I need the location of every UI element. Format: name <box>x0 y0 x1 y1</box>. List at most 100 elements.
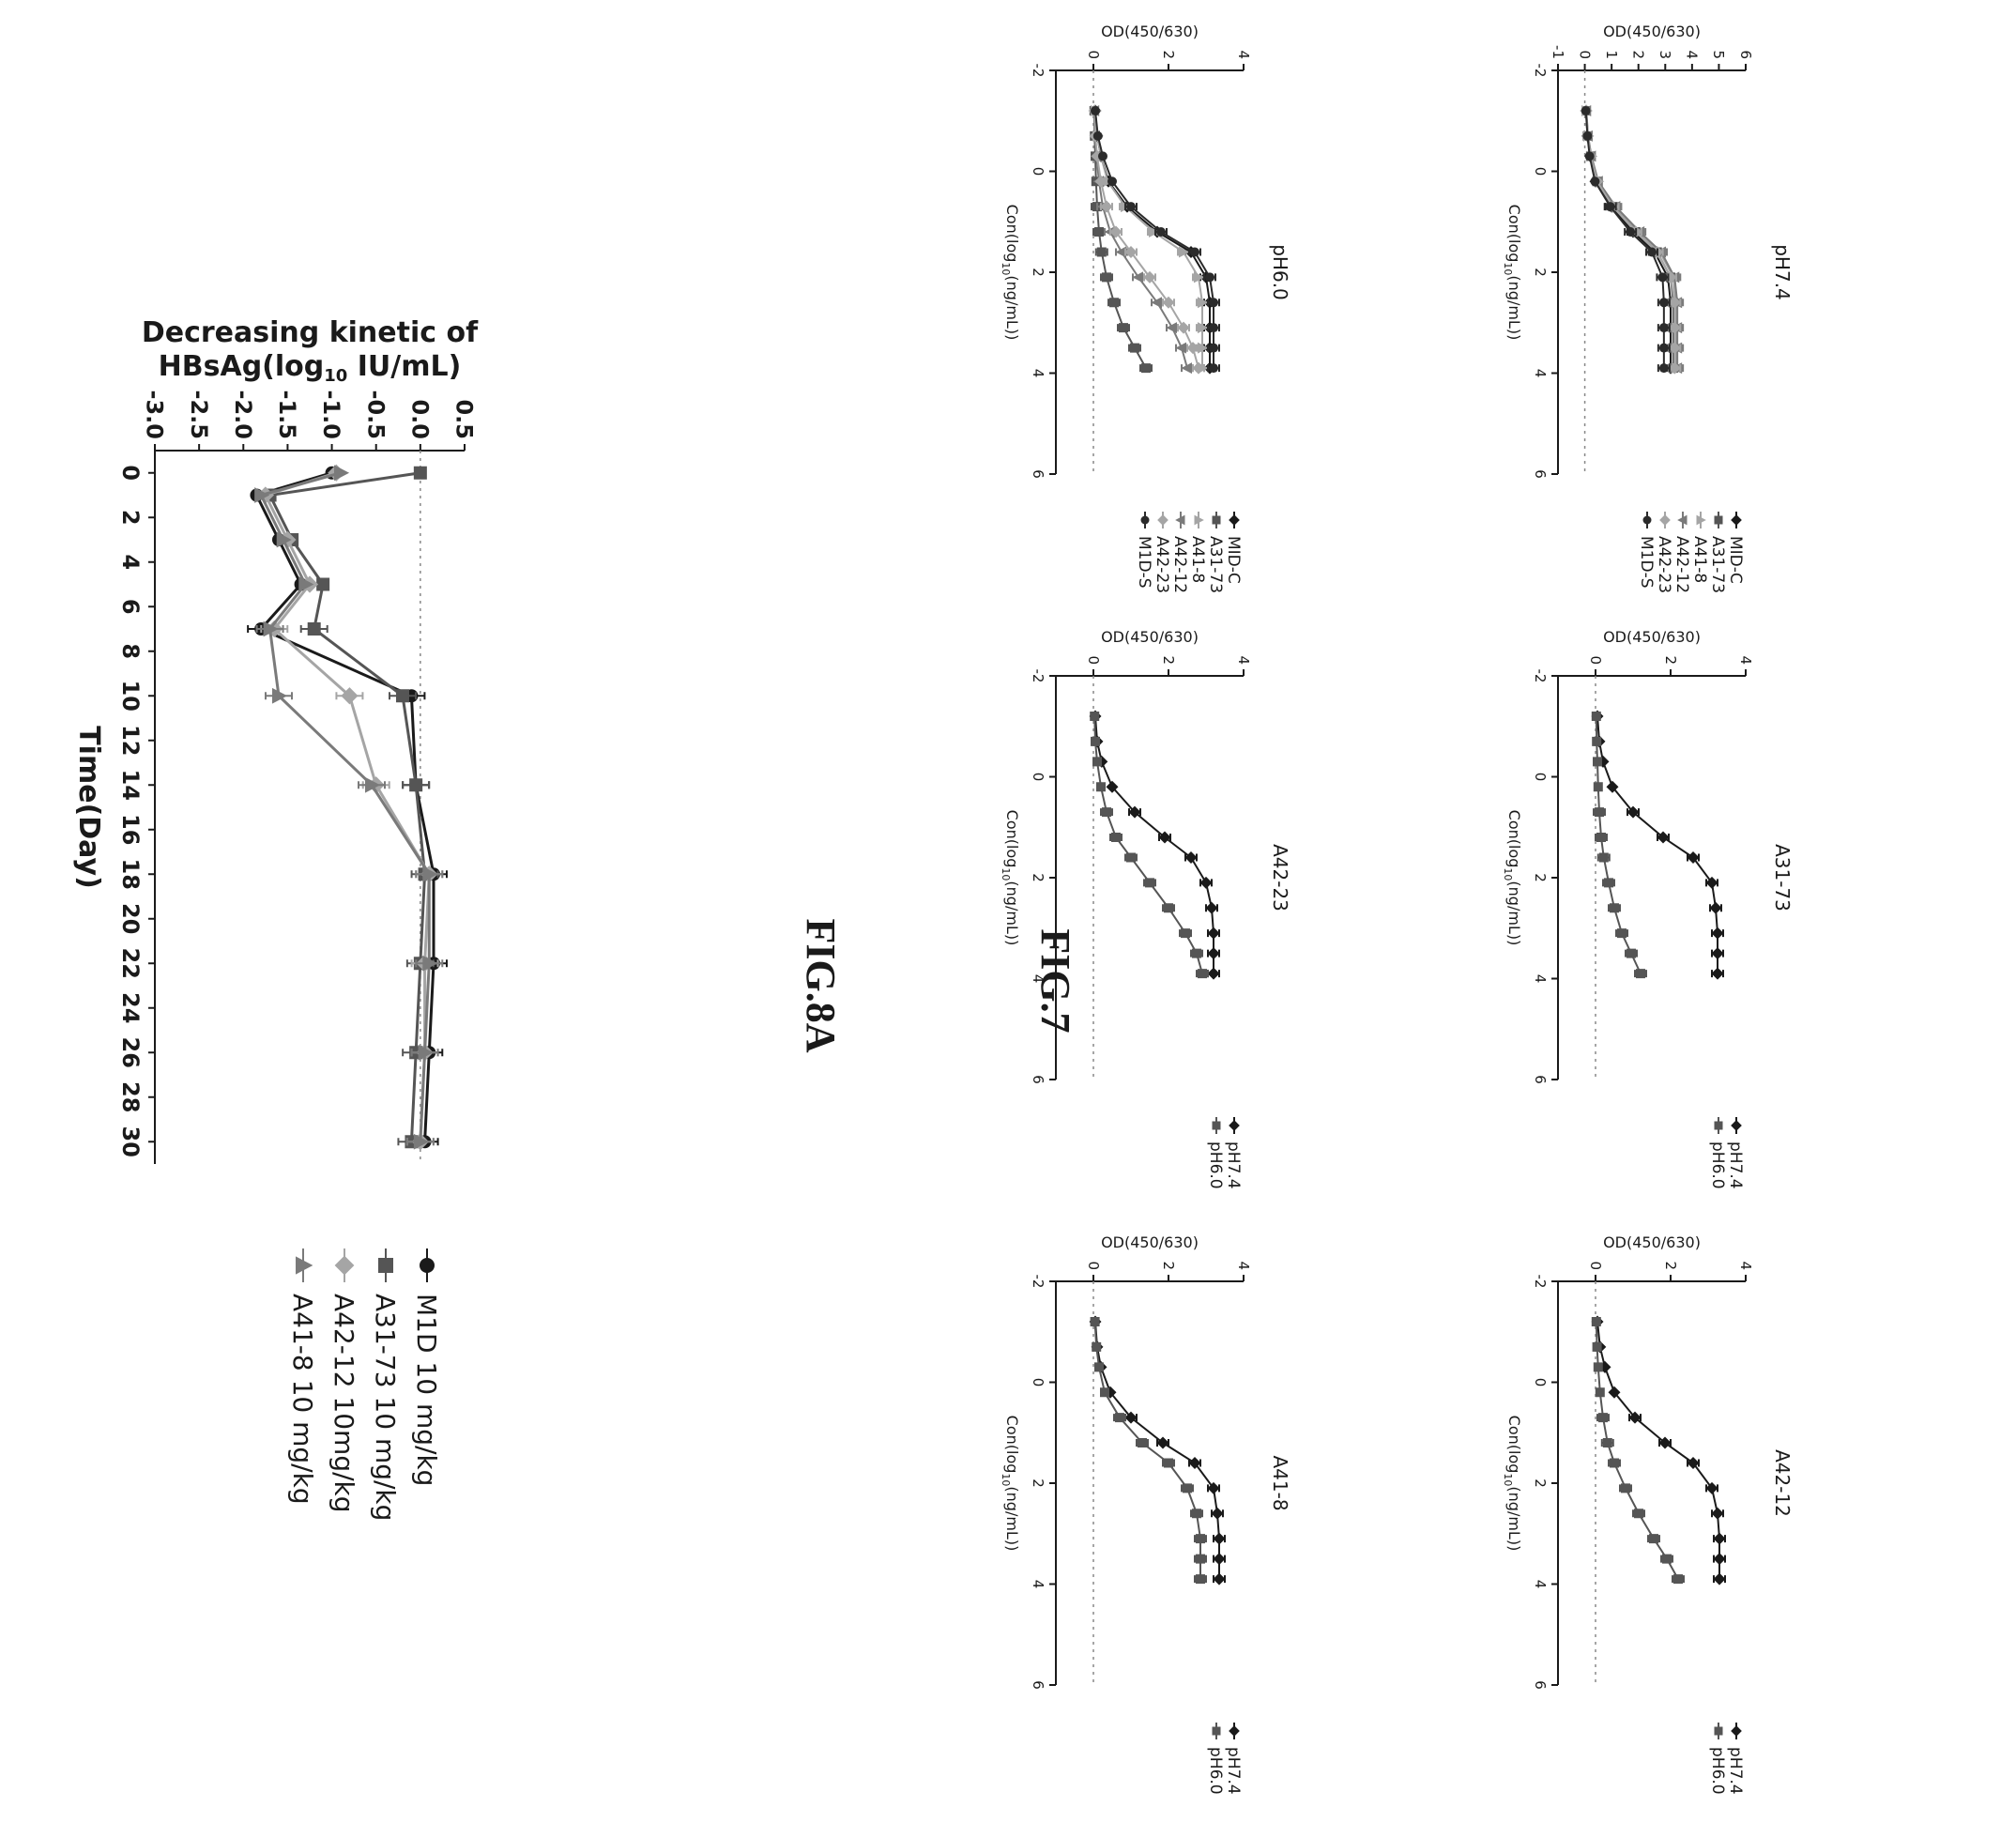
series-pH6.0 <box>1090 1317 1207 1585</box>
data-point <box>1662 1554 1672 1564</box>
data-point <box>413 1133 429 1150</box>
data-point <box>1115 1413 1124 1423</box>
data-point <box>1581 106 1591 115</box>
y-tick-label: -1 <box>1550 45 1566 59</box>
data-point <box>307 622 321 636</box>
legend-label: M1D 10 mg/kg <box>411 1294 442 1486</box>
x-tick-label: 4 <box>1532 974 1549 984</box>
legend-swatch-marker <box>1229 1120 1240 1131</box>
data-point <box>1593 782 1603 792</box>
data-point <box>1687 1457 1700 1469</box>
x-tick-label: 0 <box>117 465 144 481</box>
data-point <box>1657 272 1668 283</box>
legend-swatch-marker <box>334 1255 355 1276</box>
legend-label: A41-8 <box>1188 536 1207 583</box>
data-point <box>1711 967 1724 980</box>
y-axis-label-rest: IU/mL) <box>347 350 461 383</box>
x-axis-label-sub: 10 <box>1502 262 1514 275</box>
series-A31-73 10 mg/kg <box>263 466 439 1149</box>
data-point <box>1106 780 1119 793</box>
legend-label: A31-73 10 mg/kg <box>370 1294 401 1521</box>
data-point <box>1595 1387 1605 1398</box>
series-M1D-S <box>1091 106 1220 374</box>
data-point <box>276 531 292 548</box>
data-point <box>1634 1509 1643 1519</box>
captions-layer: FIG.7 FIG.8A <box>798 919 1078 1053</box>
data-point <box>1198 322 1209 334</box>
legend-swatch-marker <box>1229 1725 1240 1737</box>
data-point <box>1605 202 1615 212</box>
data-point <box>1211 1507 1224 1520</box>
data-point <box>1592 736 1602 746</box>
series-A42-23 <box>1088 104 1205 375</box>
x-tick-label: 10 <box>117 681 144 712</box>
chart-A31-73: -2 0 2 4 6 0 2 4 A31-73 Con(log10(ng/mL)) OD(450/6… <box>1502 628 1794 1189</box>
data-point <box>1196 1534 1205 1544</box>
data-point <box>1593 757 1602 767</box>
x-axis-label-sub: 10 <box>1000 262 1012 275</box>
y-tick-label: 4 <box>1684 50 1701 59</box>
data-point <box>1130 343 1139 353</box>
data-point <box>1192 948 1201 958</box>
data-point <box>1711 1507 1724 1520</box>
x-axis-label: Time(Day) <box>72 726 105 889</box>
data-point <box>1098 151 1107 161</box>
series-M1D-S <box>1581 106 1671 374</box>
series-line <box>263 471 431 1142</box>
data-point <box>1091 106 1100 115</box>
data-point <box>254 487 270 503</box>
x-axis-label-sub: 10 <box>1502 867 1514 881</box>
data-point <box>1592 1341 1602 1352</box>
data-point <box>298 576 314 592</box>
data-point <box>1100 200 1113 213</box>
x-tick-label: 16 <box>117 814 144 845</box>
data-point <box>1190 247 1199 257</box>
legend-swatch-marker <box>1194 514 1204 526</box>
x-tick-label: 6 <box>1030 469 1046 479</box>
legend-label: pH7.4 <box>1224 1747 1243 1795</box>
x-axis-label: Con(log10(ng/mL)) <box>1502 810 1523 946</box>
legend-swatch-marker <box>1731 1120 1742 1131</box>
data-point <box>1119 323 1128 333</box>
x-tick-label: 24 <box>117 992 144 1023</box>
legend-label: A31-73 <box>1206 536 1225 593</box>
x-tick-label: -2 <box>1030 64 1046 78</box>
series-A41-8 10 mg/kg <box>254 465 444 1150</box>
legend-label: pH7.4 <box>1224 1141 1243 1189</box>
data-point <box>1181 928 1190 939</box>
data-point <box>1092 1341 1102 1352</box>
data-point <box>1713 1572 1726 1585</box>
y-axis-label-sub: 10 <box>324 366 347 386</box>
series-A42-23 <box>1580 104 1682 375</box>
data-point <box>1626 227 1636 237</box>
x-axis-label: Con(log10(ng/mL)) <box>1000 205 1021 341</box>
legend-label: pH6.0 <box>1708 1747 1727 1795</box>
data-point <box>1145 878 1154 888</box>
y-tick-label: 2 <box>1160 655 1177 665</box>
x-tick-label: 0 <box>1030 167 1046 176</box>
data-point <box>1156 227 1166 237</box>
chart-A41-8: -2 0 2 4 6 0 2 4 A41-8 Con(log10(ng/mL)) OD(450/63… <box>1000 1233 1291 1795</box>
data-point <box>1164 1458 1173 1468</box>
x-axis-label-rest: (ng/mL)) <box>1505 1486 1523 1551</box>
legend-swatch-marker <box>1714 515 1723 525</box>
x-axis-label-rest: (ng/mL)) <box>1003 881 1021 945</box>
y-tick-label: 4 <box>1737 1261 1754 1270</box>
data-point <box>1647 247 1657 257</box>
legend-swatch-marker <box>1731 1725 1742 1737</box>
x-axis-label-sub: 10 <box>1000 1473 1012 1486</box>
data-point <box>1617 928 1627 939</box>
data-point <box>1673 1574 1683 1585</box>
series-line <box>1093 1321 1201 1580</box>
y-tick-label: 4 <box>1235 50 1252 59</box>
data-point <box>1209 323 1218 333</box>
data-point <box>1199 876 1213 889</box>
data-point <box>1100 1387 1109 1398</box>
y-tick-label: 4 <box>1235 1261 1252 1270</box>
data-point <box>1132 271 1143 283</box>
chart-A42-12: -2 0 2 4 6 0 2 4 A42-12 Con(log10(ng/mL)) OD(450/6… <box>1502 1233 1794 1795</box>
chart-pH6.0: -2 0 2 4 6 0 2 4 pH6.0 Con(log10(ng/mL)) OD(450/63… <box>1000 23 1291 593</box>
y-tick-label: -2.0 <box>230 391 256 439</box>
x-tick-label: -2 <box>1030 1275 1046 1289</box>
